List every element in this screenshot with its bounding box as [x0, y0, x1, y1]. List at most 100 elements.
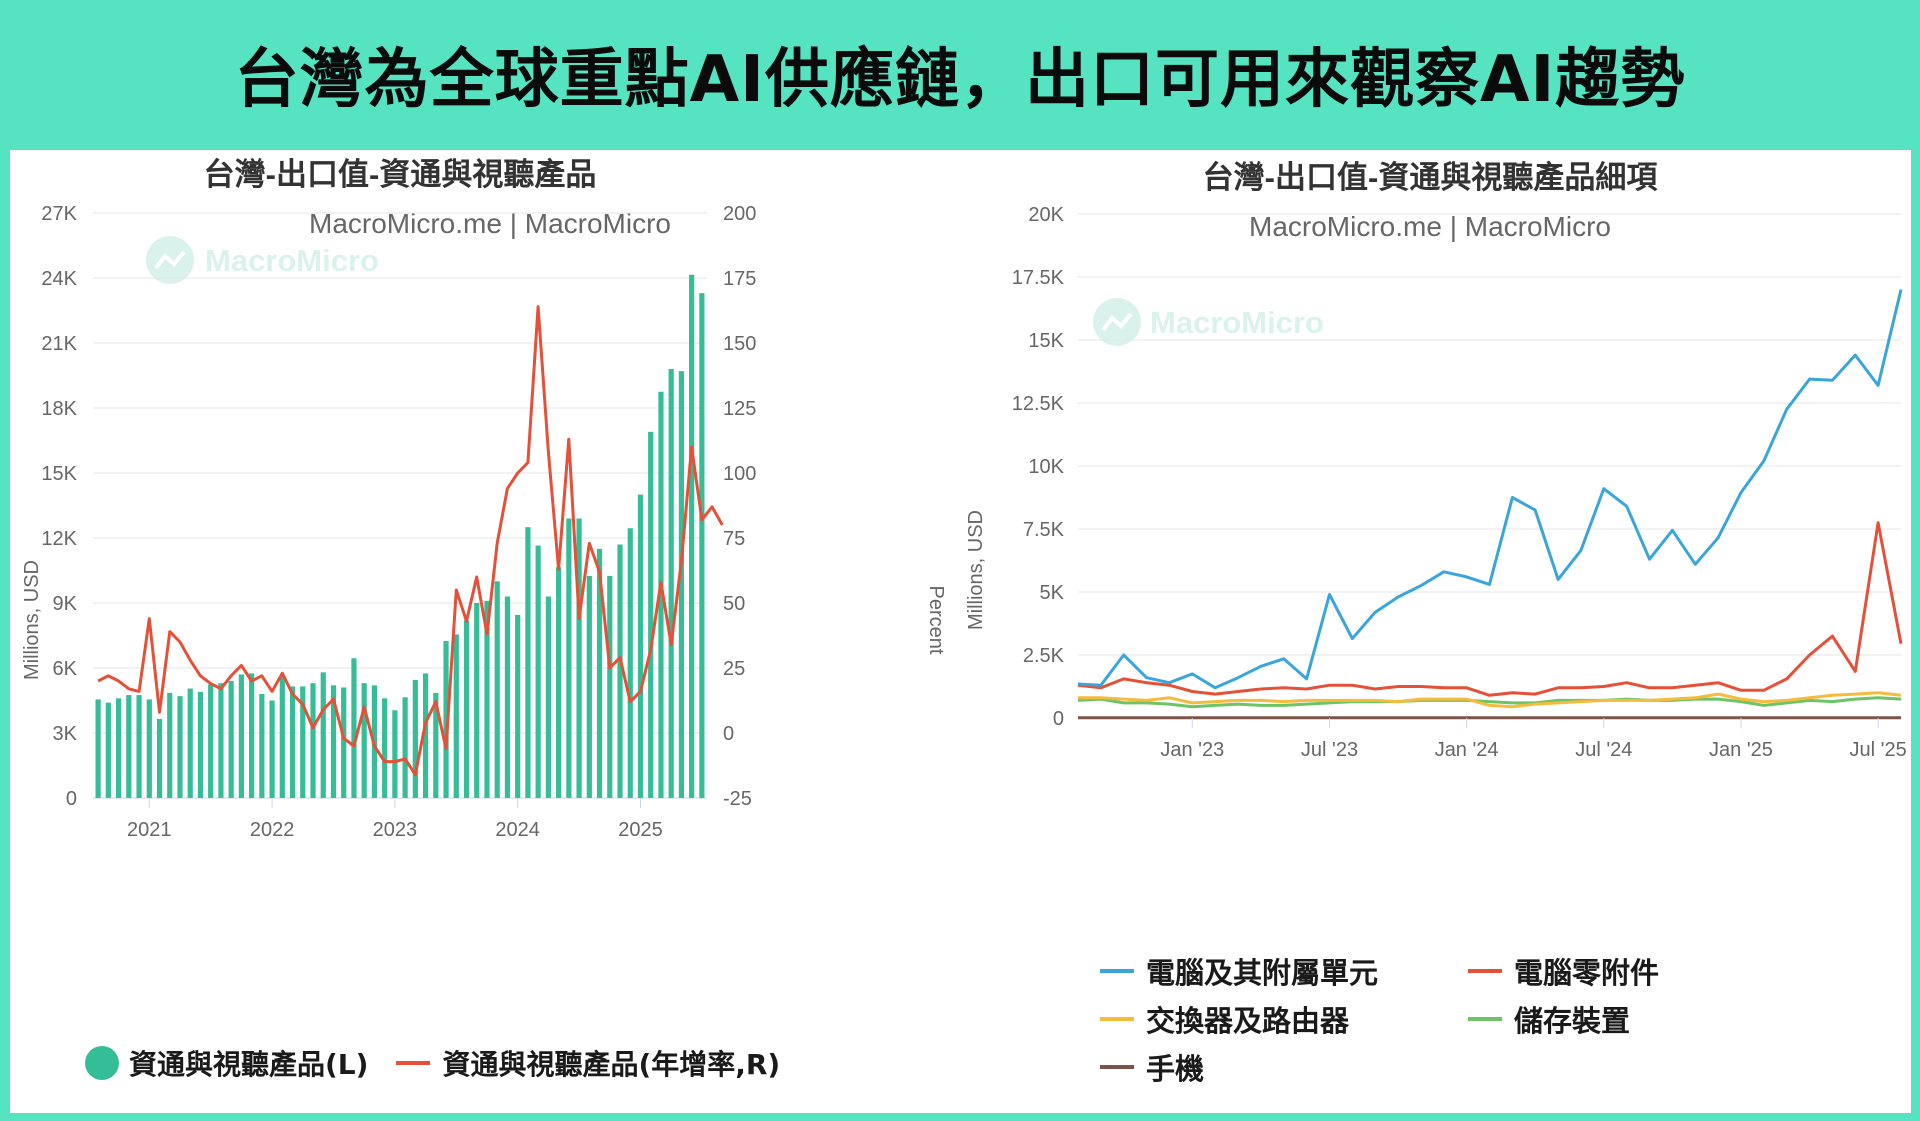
bar	[668, 369, 674, 798]
y-tick-right: 150	[723, 333, 756, 355]
right-legend-row-1: 電腦及其附屬單元 電腦零附件	[1100, 950, 1687, 992]
bar	[341, 687, 347, 798]
bar	[689, 274, 695, 798]
legend-item-switches[interactable]: 交換器及路由器	[1100, 998, 1440, 1040]
y-tick-left: 6K	[53, 658, 78, 680]
y-tick: 2.5K	[1023, 645, 1065, 667]
bar	[474, 603, 480, 798]
bar	[412, 679, 418, 798]
y-tick-right: -25	[723, 788, 752, 810]
x-tick-label: Jul '24	[1575, 739, 1632, 761]
right-chart-title: 台灣-出口值-資通與視聽產品細項	[1203, 160, 1659, 195]
bar	[637, 494, 644, 798]
y-tick-right: 200	[723, 203, 756, 225]
bar	[545, 596, 551, 798]
bar	[126, 695, 132, 798]
bar	[566, 518, 572, 798]
right-watermark: MacroMicro	[1093, 298, 1324, 346]
bar	[249, 673, 255, 798]
right-legend-row-2: 交換器及路由器 儲存裝置	[1100, 998, 1658, 1040]
y-tick-left: 27K	[41, 203, 77, 225]
bar	[515, 614, 521, 798]
legend-item-line[interactable]: 資通與視聽產品(年增率,R)	[396, 1043, 780, 1083]
bar	[156, 718, 163, 798]
legend-swatch-bar	[85, 1046, 119, 1080]
x-tick-label: 2021	[127, 819, 172, 841]
legend-label-storage: 儲存裝置	[1514, 1004, 1631, 1038]
bar	[330, 685, 337, 798]
bar	[463, 620, 470, 798]
y-tick: 20K	[1028, 204, 1064, 226]
bar	[556, 567, 562, 798]
left-legend: 資通與視聽產品(L) 資通與視聽產品(年增率,R)	[85, 1043, 808, 1083]
bar	[310, 683, 316, 798]
x-tick-label: Jan '23	[1160, 739, 1224, 761]
bar	[382, 698, 388, 798]
y-tick-left: 21K	[41, 333, 77, 355]
series-line	[1078, 691, 1902, 709]
bar	[177, 696, 183, 798]
legend-label-parts: 電腦零附件	[1514, 956, 1660, 990]
y-tick-left: 12K	[41, 528, 77, 550]
legend-label-switches: 交換器及路由器	[1146, 1004, 1350, 1038]
bar	[218, 683, 224, 798]
legend-swatch-parts	[1468, 969, 1502, 973]
bar	[269, 700, 275, 798]
x-tick-label: 2025	[618, 819, 663, 841]
y-tick: 10K	[1028, 456, 1064, 478]
left-ylabel: Millions, USD	[21, 560, 43, 680]
bar	[494, 581, 500, 798]
bar	[627, 528, 633, 798]
bar	[105, 702, 111, 798]
series-line	[1077, 521, 1903, 697]
left-plot-area: 0 -25 3K 0 6K 25 9K 50 12K 75 15K 100 18K 125 21K 150 24…	[41, 203, 756, 841]
x-tick-label: Jan '24	[1435, 739, 1499, 761]
bar	[484, 600, 490, 798]
y-tick-left: 9K	[53, 593, 78, 615]
banner: 台灣為全球重點AI供應鏈，出口可用來觀察AI趨勢	[0, 0, 1920, 148]
bar	[197, 691, 204, 798]
bar	[187, 688, 193, 798]
x-tick-label: 2024	[495, 819, 540, 841]
y-tick-right: 25	[723, 658, 745, 680]
bar	[422, 673, 429, 798]
x-tick-label: 2022	[250, 819, 295, 841]
legend-item-parts[interactable]: 電腦零附件	[1468, 950, 1659, 992]
legend-item-bar[interactable]: 資通與視聽產品(L)	[85, 1043, 368, 1083]
bar	[433, 692, 439, 798]
y-tick-right: 50	[723, 593, 745, 615]
legend-item-phones[interactable]: 手機	[1100, 1046, 1204, 1088]
bar	[208, 684, 214, 798]
right-chart-subtitle: MacroMicro.me | MacroMicro	[1249, 211, 1611, 242]
x-tick-label: Jul '23	[1301, 739, 1358, 761]
y-tick: 15K	[1028, 330, 1064, 352]
x-tick-label: Jul '25	[1850, 739, 1907, 761]
bar	[443, 640, 449, 798]
y-tick-left: 24K	[41, 268, 77, 290]
legend-item-storage[interactable]: 儲存裝置	[1468, 998, 1630, 1040]
bar	[115, 698, 122, 798]
y-tick: 17.5K	[1012, 267, 1065, 289]
bar	[259, 694, 265, 798]
bar	[699, 293, 705, 798]
left-chart-panel: 台灣-出口值-資通與視聽產品 MacroMicro.me | MacroMicr…	[10, 150, 950, 1113]
bar	[361, 683, 367, 798]
bar	[596, 548, 603, 798]
bar	[678, 371, 685, 798]
left-ylabel-right: Percent	[925, 586, 947, 655]
bar	[576, 518, 582, 798]
bar	[525, 527, 531, 798]
series-line	[1077, 289, 1903, 690]
bar	[586, 575, 592, 798]
y-tick-left: 15K	[41, 463, 77, 485]
bar	[228, 681, 234, 798]
legend-swatch-computers	[1100, 969, 1134, 973]
bar	[617, 544, 623, 798]
x-tick-label: Jan '25	[1709, 739, 1773, 761]
left-watermark: MacroMicro	[146, 236, 379, 284]
bar	[648, 431, 654, 798]
legend-item-computers[interactable]: 電腦及其附屬單元	[1100, 950, 1440, 992]
y-tick-left: 0	[66, 788, 77, 810]
y-tick-right: 175	[723, 268, 756, 290]
y-tick-left: 3K	[53, 723, 78, 745]
